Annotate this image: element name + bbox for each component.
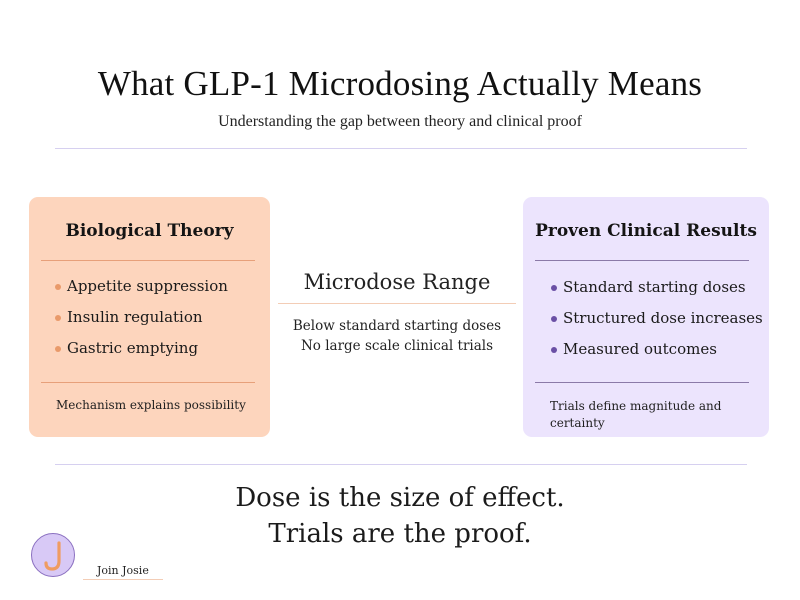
list-item: Insulin regulation (53, 308, 228, 339)
bullet-dot-icon (55, 346, 61, 352)
microdose-range-title: Microdose Range (303, 270, 491, 294)
bottom-divider (55, 464, 747, 465)
biological-theory-card: Biological Theory Appetite suppression I… (29, 197, 270, 437)
card-footer: Trials define magnitude and certainty (550, 399, 722, 430)
card-divider (535, 382, 749, 383)
bullet-dot-icon (551, 285, 557, 291)
card-footer: Mechanism explains possibility (56, 398, 246, 412)
bullet-dot-icon (551, 347, 557, 353)
list-item: Measured outcomes (549, 340, 763, 371)
card-divider (535, 260, 749, 261)
card-title: Biological Theory (65, 221, 234, 241)
microdose-divider (278, 303, 516, 304)
bullet-dot-icon (551, 316, 557, 322)
theory-list: Appetite suppression Insulin regulation … (53, 277, 228, 370)
bullet-dot-icon (55, 284, 61, 290)
list-item: Appetite suppression (53, 277, 228, 308)
card-divider (41, 260, 255, 261)
microdose-description: Below standard starting doses No large s… (292, 318, 502, 354)
list-item: Standard starting doses (549, 278, 763, 309)
list-item: Structured dose increases (549, 309, 763, 340)
closing-statement: Dose is the size of effect. Trials are t… (235, 483, 565, 549)
page-subtitle: Understanding the gap between theory and… (218, 113, 582, 130)
top-divider (55, 148, 747, 149)
brand-underline (83, 579, 163, 580)
list-item: Gastric emptying (53, 339, 228, 370)
card-divider (41, 382, 255, 383)
letter-j-logo-icon (31, 533, 75, 577)
results-list: Standard starting doses Structured dose … (549, 278, 763, 371)
card-title: Proven Clinical Results (535, 221, 757, 241)
page-title: What GLP-1 Microdosing Actually Means (97, 64, 703, 103)
bullet-dot-icon (55, 315, 61, 321)
proven-results-card: Proven Clinical Results Standard startin… (523, 197, 769, 437)
brand-name: Join Josie (97, 564, 149, 577)
